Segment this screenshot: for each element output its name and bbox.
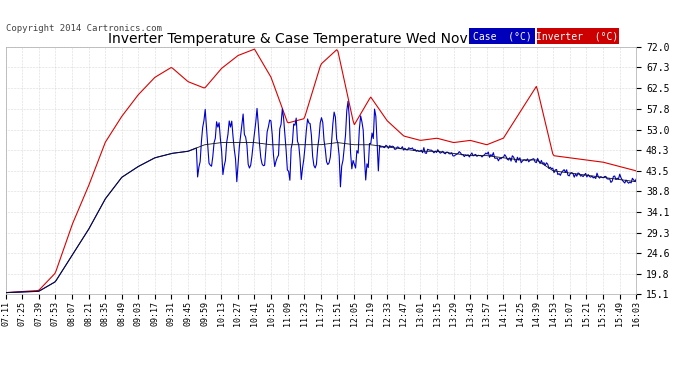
Bar (469, 28, 535, 44)
Text: Inverter  (°C): Inverter (°C) (536, 32, 619, 41)
Bar (537, 28, 618, 44)
Text: Copyright 2014 Cartronics.com: Copyright 2014 Cartronics.com (6, 24, 161, 33)
Title: Inverter Temperature & Case Temperature Wed Nov 19 16:10: Inverter Temperature & Case Temperature … (108, 32, 534, 46)
Text: Case  (°C): Case (°C) (473, 32, 531, 41)
